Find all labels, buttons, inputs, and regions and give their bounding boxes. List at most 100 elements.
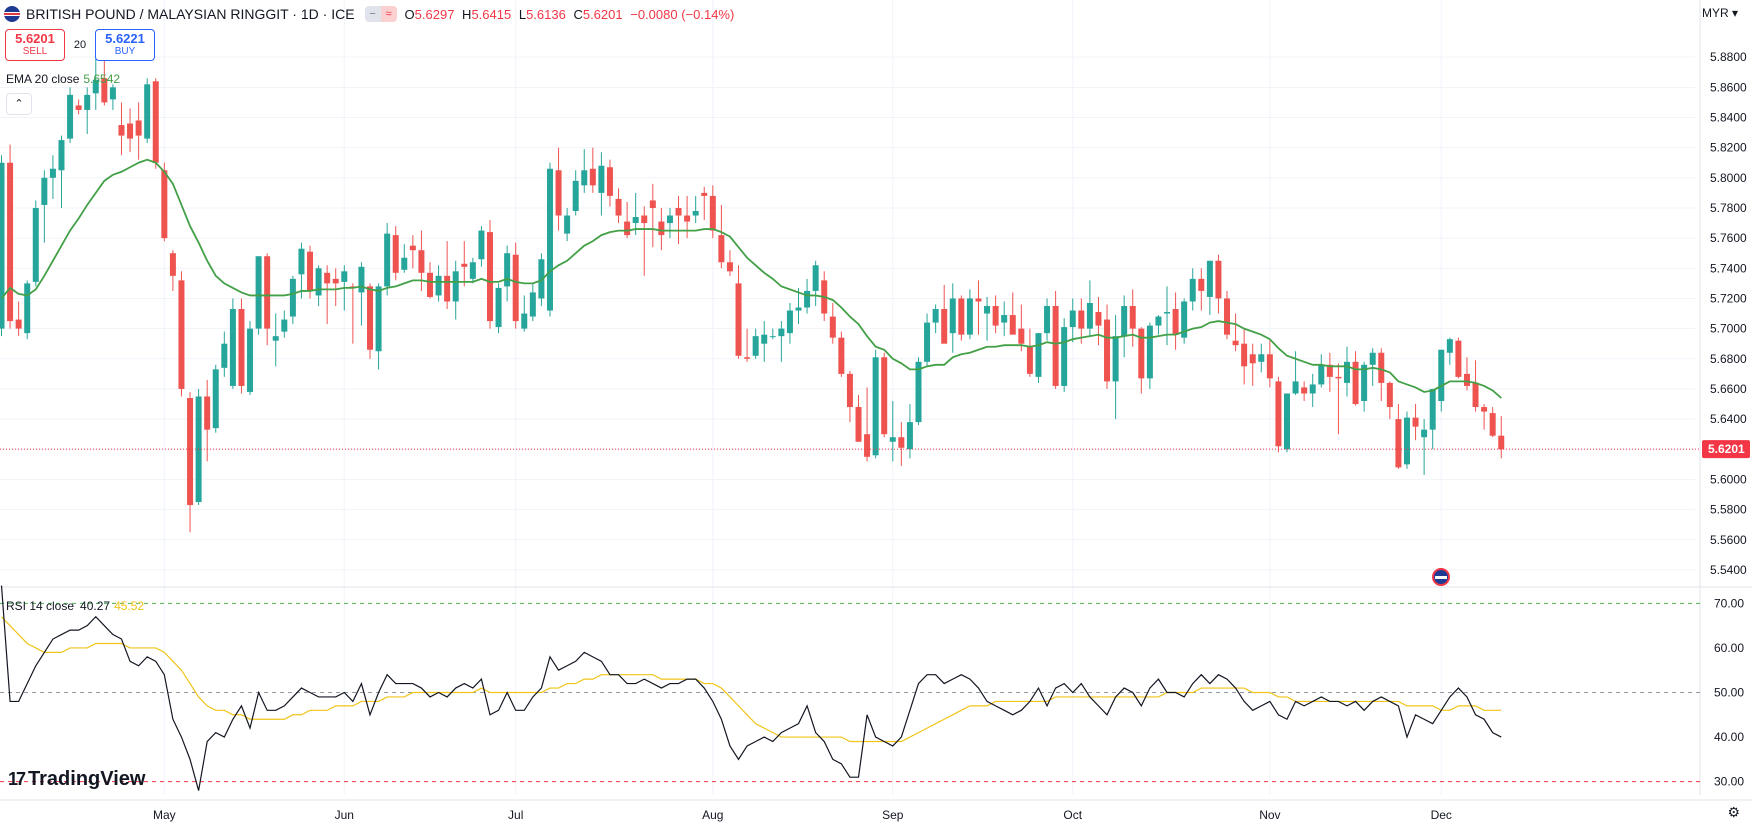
candle-body [324,272,331,284]
candle-body [1001,315,1008,323]
candle-body [1198,278,1205,291]
candle-body [1095,312,1102,326]
candle-body [1078,310,1085,329]
sell-price: 5.6201 [15,31,55,46]
candle-body [1181,301,1188,338]
candle-body [829,316,836,338]
symbol-title[interactable]: BRITISH POUND / MALAYSIAN RINGGIT · 1D ·… [26,6,355,22]
ohlc-open-key: O [404,6,415,22]
candle-body [1241,343,1248,367]
candle-body [889,437,896,442]
candle-body [864,434,871,457]
change-value: −0.0080 (−0.14%) [630,6,735,22]
time-axis-label: Aug [702,808,723,822]
candle-body [1138,328,1145,379]
candle-body [872,357,879,456]
candle-body [461,263,468,267]
price-tick-label: 5.8600 [1710,80,1747,94]
candle-body [247,328,254,392]
candle-body [1155,316,1162,326]
price-tick-label: 5.6400 [1710,412,1747,426]
spread-value: 20 [73,39,87,51]
price-tick-label: 5.6000 [1710,472,1747,486]
tradingview-logo[interactable]: 17 TradingView [8,768,145,791]
candle-body [1301,387,1308,394]
candle-body [1438,349,1445,402]
candle-body [1086,302,1093,329]
rsi-tick-label: 50.00 [1714,686,1744,700]
candle-body [589,168,596,186]
candle-body [752,336,759,356]
candle-body [555,170,562,216]
rsi-tick-label: 30.00 [1714,775,1744,789]
candle-body [855,407,862,442]
currency-selector[interactable]: MYR ▾ [1702,6,1738,20]
candle-body [684,215,691,222]
candle-body [109,87,116,100]
trade-buttons: 5.6201 SELL 20 5.6221 BUY [5,29,155,61]
time-axis-label: Dec [1431,808,1452,822]
logo-text: TradingView [28,768,146,790]
price-tick-label: 5.5600 [1710,533,1747,547]
candle-body [1412,417,1419,427]
candle-body [838,337,845,374]
candle-body [598,165,605,193]
price-tick-label: 5.8000 [1710,171,1747,185]
candle-body [761,334,768,344]
candle-body [538,259,545,299]
candle-body [435,275,442,296]
ema-legend-value: 5.6542 [83,72,121,86]
candle-body [255,256,262,329]
candle-body [735,283,742,356]
candle-body [581,170,588,186]
candle-body [469,262,476,279]
candle-body [624,221,631,236]
candle-body [307,251,314,291]
candle-body [1386,382,1393,408]
ema-legend[interactable]: EMA 20 close 5.6542 [6,72,120,86]
candle-body [1224,298,1231,335]
candle-body [795,307,802,311]
candle-body [289,278,296,317]
candle-body [1352,361,1359,405]
candle-body [1361,364,1368,402]
price-tick-label: 5.7400 [1710,261,1747,275]
candle-body [504,253,511,287]
candle-body [427,272,433,297]
candle-body [1472,382,1479,408]
buy-button[interactable]: 5.6221 BUY [95,29,155,61]
ohlc-close-key: C [573,6,583,22]
rsi-legend[interactable]: RSI 14 close 40.27 45.52 [6,599,144,613]
candle-body [812,265,819,291]
candle-body [1249,354,1256,364]
market-status-pill[interactable]: − ≈ [364,6,397,22]
candle-body [615,198,622,216]
candle-body [1104,319,1111,382]
candle-body [418,250,425,273]
candle-body [572,180,579,211]
price-tick-label: 5.8200 [1710,141,1747,155]
candle-body [1326,364,1333,377]
candle-body [1009,315,1016,335]
ohlc-readout: O5.6297 H5.6415 L5.6136 C5.6201 −0.0080 … [405,7,739,22]
candle-body [101,78,108,103]
candle-body [726,262,733,272]
candle-body [0,162,5,329]
candle-body [1481,407,1488,412]
ema-legend-name: EMA 20 close [6,72,80,86]
sell-button[interactable]: 5.6201 SELL [5,29,65,61]
price-tick-label: 5.7600 [1710,231,1747,245]
event-marker-flag-icon[interactable] [1432,568,1450,586]
candle-body [1044,306,1051,334]
candle-body [778,328,785,337]
price-tick-label: 5.7800 [1710,201,1747,215]
candle-body [392,235,399,273]
price-tick-label: 5.8400 [1710,110,1747,124]
settings-gear-icon[interactable]: ⚙ [1727,804,1740,820]
time-axis-label: Jul [508,808,523,822]
collapse-legend-button[interactable]: ⌃ [6,93,32,115]
ohlc-close-value: 5.6201 [582,6,623,22]
candle-body [452,271,459,302]
last-price-label: 5.6201 [1708,442,1745,456]
